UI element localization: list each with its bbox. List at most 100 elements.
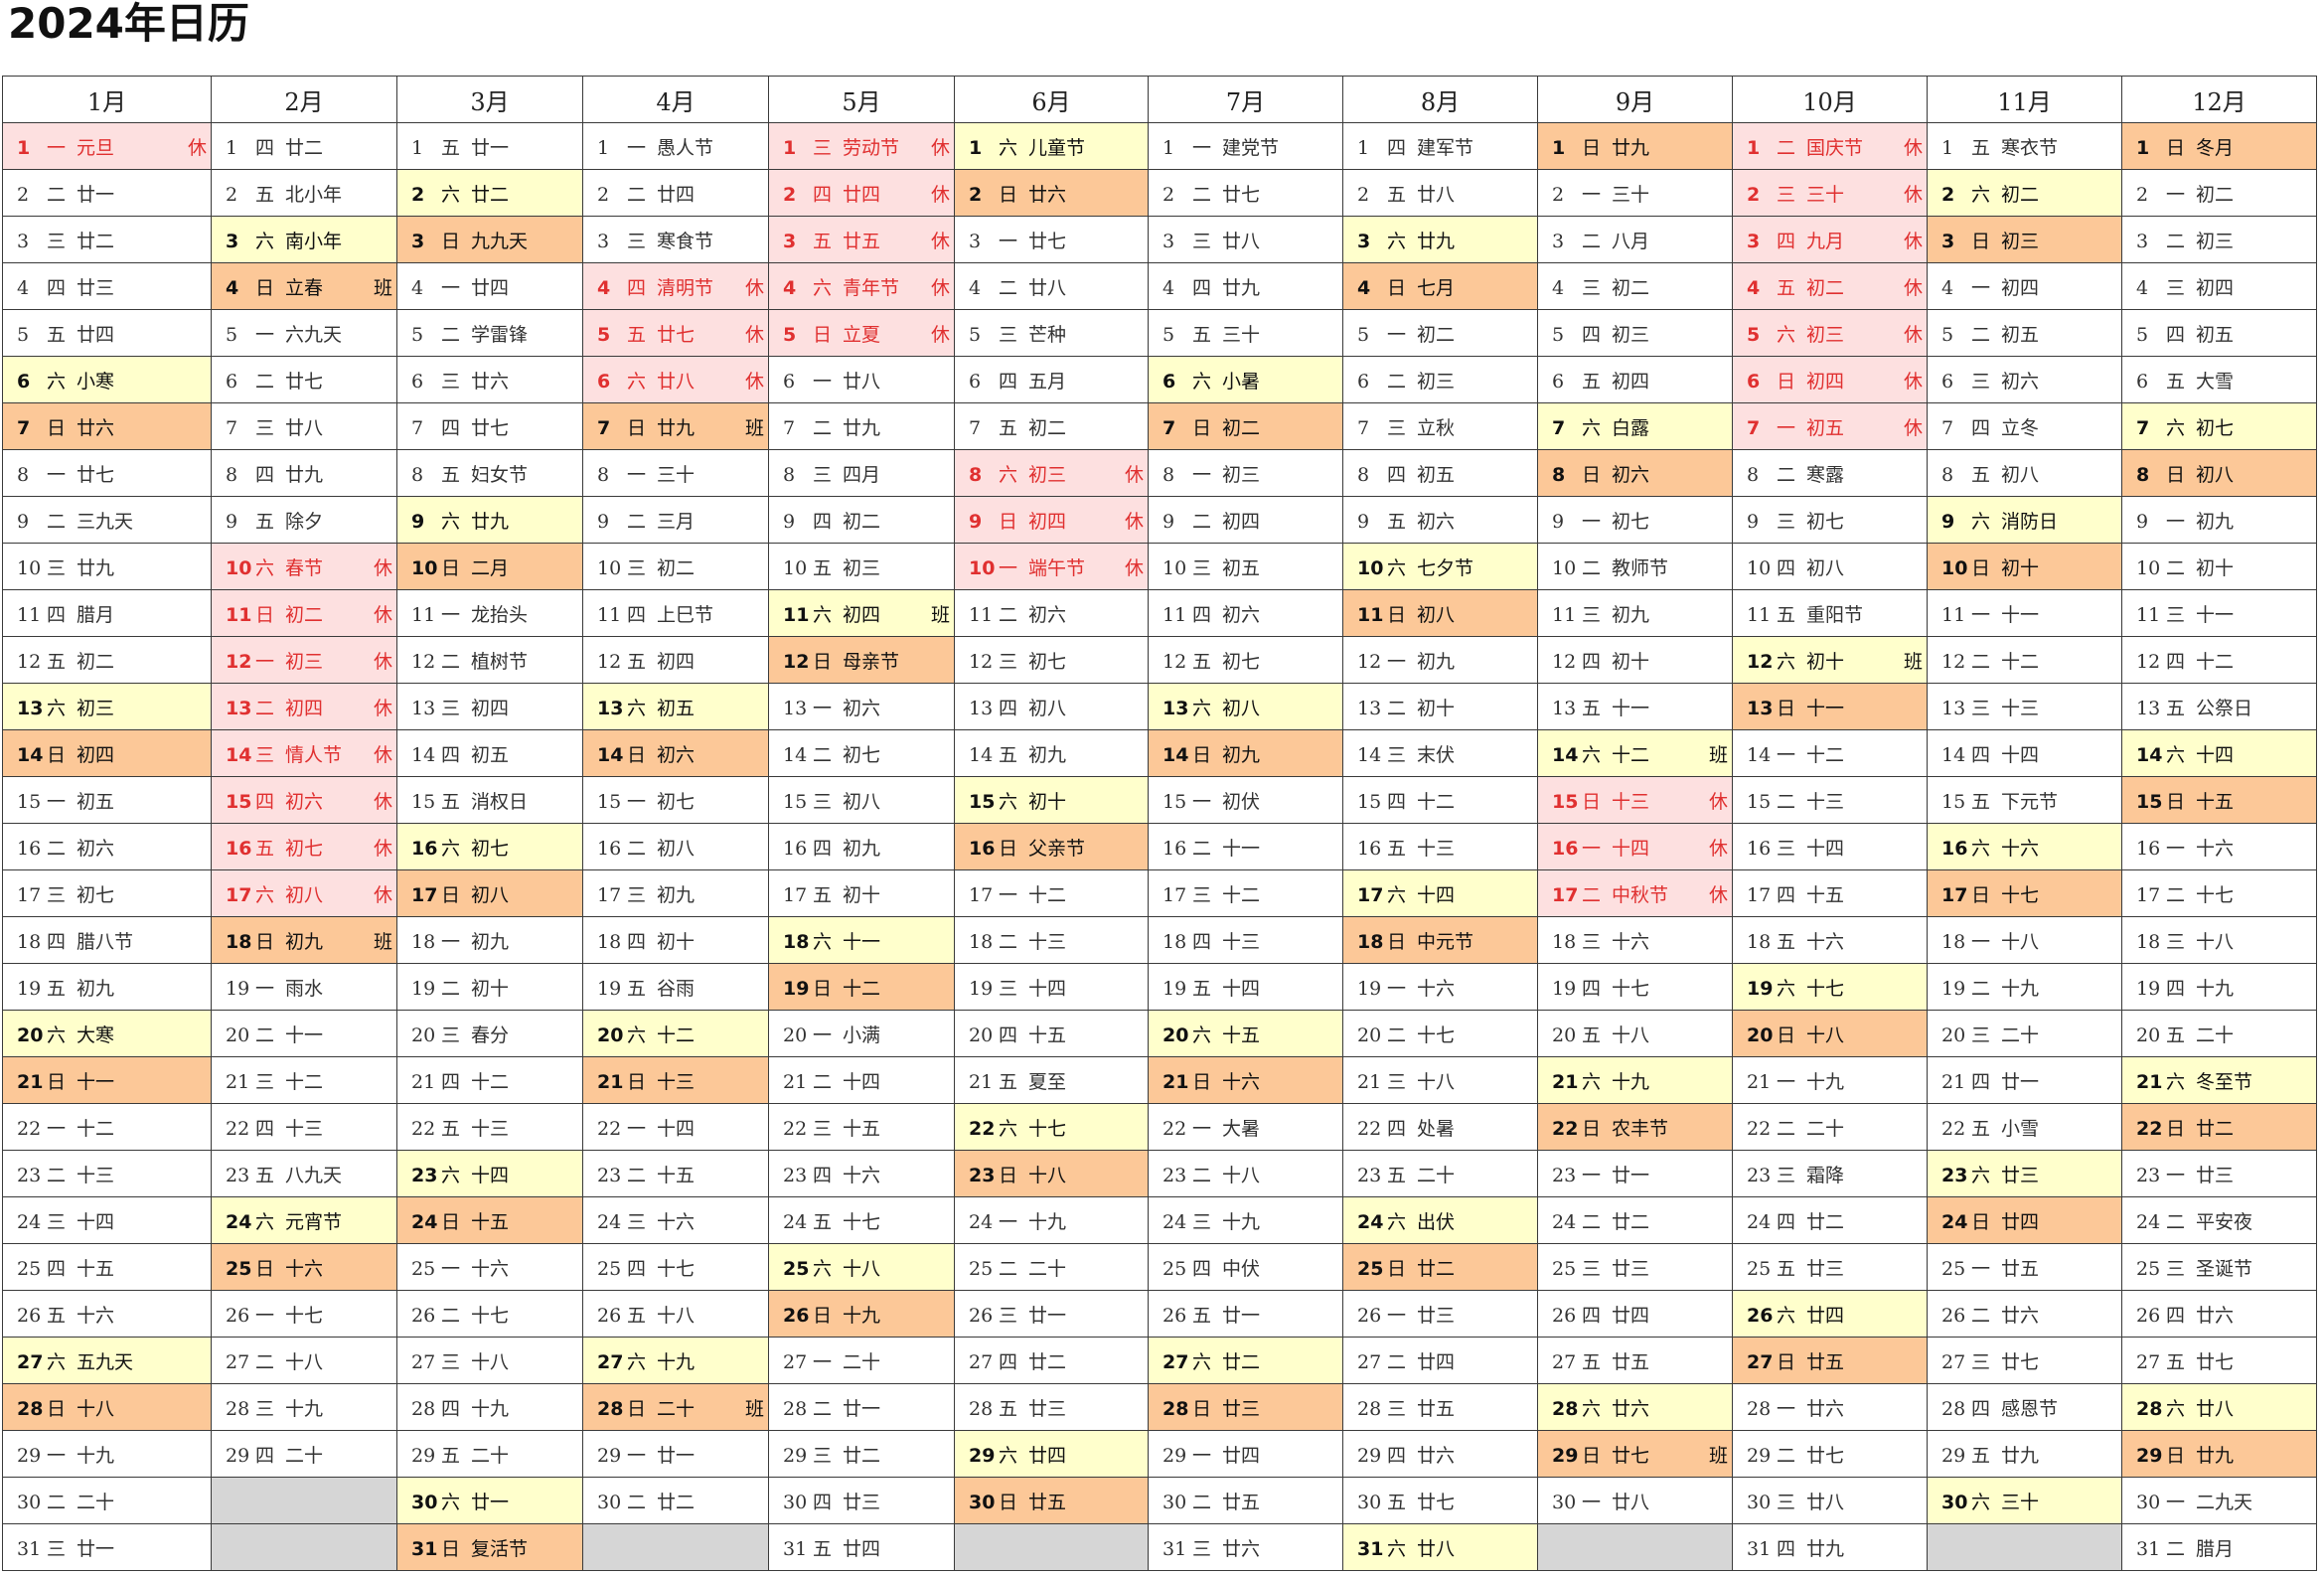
lunar-label: 廿七	[1028, 230, 1067, 252]
weekday-label: 二	[1192, 837, 1212, 860]
day-cell: 3 日初三	[1927, 216, 2122, 263]
weekday-label: 二	[627, 1164, 647, 1186]
day-number: 24	[969, 1210, 994, 1233]
day-cell: 28 二廿一	[768, 1383, 955, 1431]
lunar-label: 初六	[843, 697, 881, 719]
weekday-label: 六	[255, 230, 275, 252]
day-cell: 8 日初六	[1537, 449, 1733, 497]
day-cell: 12 五初七	[1148, 636, 1343, 684]
rest-badge: 休	[1903, 230, 1923, 252]
day-cell: 24 日廿四	[1927, 1196, 2122, 1244]
day-number: 30	[17, 1491, 42, 1513]
day-number: 28	[1552, 1397, 1579, 1420]
day-cell: 24 六元宵节	[211, 1196, 397, 1244]
day-number: 25	[1747, 1257, 1772, 1280]
day-cell: 12 一初三休	[211, 636, 397, 684]
weekday-label: 三	[2166, 930, 2186, 953]
lunar-label: 出伏	[1417, 1210, 1456, 1233]
day-row: 17 三初七 17 六初八休 17 日初八 17 三初九 17 五初十 17 一十二 17 三十二 17 六十…	[2, 869, 2317, 917]
lunar-label: 十五	[1222, 1024, 1261, 1046]
lunar-label: 三十	[1612, 183, 1650, 206]
weekday-label: 三	[999, 977, 1018, 1000]
weekday-label: 三	[813, 790, 833, 813]
day-cell: 10 五初三	[768, 543, 955, 590]
weekday-label: 二	[1387, 697, 1407, 719]
weekday-label: 四	[1192, 930, 1212, 953]
day-cell: 17 六十四	[1342, 869, 1538, 917]
day-cell: 22 一大暑	[1148, 1103, 1343, 1151]
day-cell: 11 六初四班	[768, 589, 955, 637]
weekday-label: 二	[1387, 1350, 1407, 1373]
lunar-label: 初六	[285, 790, 324, 813]
day-cell: 4 日立春班	[211, 262, 397, 310]
day-number: 7	[969, 416, 982, 439]
day-cell: 3 六廿九	[1342, 216, 1538, 263]
day-number: 22	[969, 1117, 996, 1140]
day-cell: 12 五初四	[582, 636, 769, 684]
weekday-label: 一	[627, 136, 647, 159]
lunar-label: 初三	[77, 697, 115, 719]
lunar-label: 学雷锋	[471, 323, 529, 346]
day-cell: 11 四上巳节	[582, 589, 769, 637]
weekday-label: 三	[47, 230, 67, 252]
lunar-label: 十二	[1806, 743, 1845, 766]
day-cell: 26 二十七	[396, 1290, 583, 1338]
day-number: 24	[2136, 1210, 2161, 1233]
lunar-label: 初六	[1417, 510, 1456, 533]
day-cell: 14 日初九	[1148, 729, 1343, 777]
day-number: 21	[597, 1070, 624, 1093]
weekday-label: 一	[627, 463, 647, 486]
lunar-label: 三十	[657, 463, 696, 486]
weekday-label: 二	[441, 1304, 461, 1327]
weekday-label: 四	[441, 416, 461, 439]
day-cell: 2 六廿二	[396, 169, 583, 217]
day-cell: 23 三霜降	[1732, 1150, 1928, 1197]
weekday-label: 一	[1192, 790, 1212, 813]
day-number: 14	[783, 743, 808, 766]
day-number: 27	[1162, 1350, 1189, 1373]
lunar-label: 小寒	[77, 370, 115, 393]
day-cell: 19 五初九	[2, 963, 212, 1011]
day-number: 21	[1747, 1070, 1772, 1093]
day-number: 30	[411, 1491, 438, 1513]
month-header-row: 1月 2月 3月 4月 5月 6月 7月 8月 9月 10月 11月 12月	[2, 76, 2317, 123]
weekday-label: 三	[255, 416, 275, 439]
weekday-label: 三	[47, 1537, 67, 1560]
weekday-label: 一	[1387, 1304, 1407, 1327]
day-number: 23	[226, 1164, 250, 1186]
weekday-label: 五	[999, 743, 1018, 766]
day-number: 13	[969, 697, 994, 719]
day-cell: 15 一初七	[582, 776, 769, 824]
weekday-label: 一	[2166, 1164, 2186, 1186]
lunar-label: 廿六	[2196, 1304, 2235, 1327]
lunar-label: 雨水	[285, 977, 324, 1000]
lunar-label: 廿九	[657, 416, 696, 439]
day-cell: 1 日冬月	[2121, 122, 2317, 170]
day-cell: 10 六春节休	[211, 543, 397, 590]
lunar-label: 初四	[1222, 510, 1261, 533]
day-cell: 7 四廿七	[396, 402, 583, 450]
day-cell: 25 五廿三	[1732, 1243, 1928, 1291]
day-number: 11	[2136, 603, 2161, 626]
day-number: 3	[1162, 230, 1175, 252]
weekday-label: 三	[999, 323, 1018, 346]
lunar-label: 初九	[1612, 603, 1650, 626]
day-cell: 30 二廿五	[1148, 1477, 1343, 1524]
day-number: 2	[2136, 183, 2149, 206]
lunar-label: 三十	[1806, 183, 1845, 206]
lunar-label: 廿六	[471, 370, 510, 393]
weekday-label: 六	[1582, 1397, 1602, 1420]
day-cell: 5 五廿四	[2, 309, 212, 357]
weekday-label: 三	[1777, 1164, 1796, 1186]
weekday-label: 五	[441, 1444, 461, 1467]
day-cell: 28 日十八	[2, 1383, 212, 1431]
day-cell: 9 六廿九	[396, 496, 583, 544]
lunar-label: 除夕	[285, 510, 324, 533]
day-cell: 1 五寒衣节	[1927, 122, 2122, 170]
day-number: 5	[1357, 323, 1370, 346]
weekday-label: 六	[1777, 650, 1796, 673]
weekday-label: 四	[441, 1070, 461, 1093]
month-header: 3月	[396, 76, 583, 123]
rest-badge: 休	[373, 697, 392, 719]
weekday-label: 一	[1582, 183, 1602, 206]
